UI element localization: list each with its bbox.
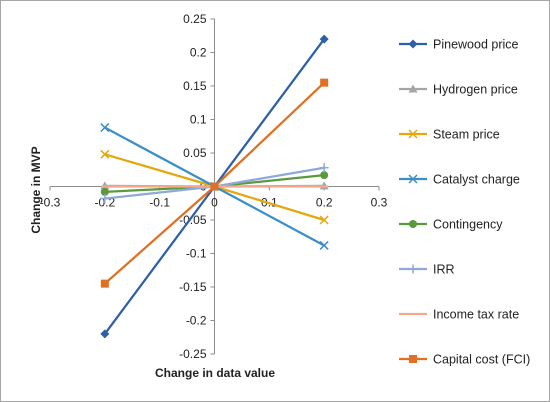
legend-marker — [408, 174, 418, 184]
legend-label: Contingency — [433, 218, 503, 232]
data-point — [319, 240, 329, 250]
data-point — [320, 171, 329, 180]
legend-item-steam-price: Steam price — [399, 128, 500, 142]
legend-marker — [409, 220, 417, 228]
legend-marker — [408, 264, 418, 274]
data-point — [100, 194, 110, 204]
series-group — [100, 34, 329, 339]
legend-label: IRR — [433, 263, 455, 277]
x-tick-label: -0.3 — [40, 196, 61, 210]
y-axis-title: Change in MVP — [29, 146, 43, 233]
x-tick-label: -0.1 — [149, 196, 170, 210]
legend-item-pinewood-price: Pinewood price — [399, 38, 519, 52]
x-tick-label: 0 — [211, 196, 218, 210]
y-tick-label: -0.2 — [186, 314, 207, 328]
legend-item-contingency: Contingency — [399, 218, 503, 232]
legend-item-irr: IRR — [399, 263, 455, 277]
data-point — [100, 279, 109, 288]
y-tick-label: -0.15 — [179, 280, 207, 294]
legend-item-hydrogen-price: Hydrogen price — [399, 83, 518, 97]
data-point — [319, 215, 329, 225]
legend: Pinewood price Hydrogen price Steam price C… — [399, 38, 530, 367]
y-tick-label: 0.1 — [190, 113, 207, 127]
y-tick-label: 0.2 — [190, 46, 207, 60]
legend-label: Hydrogen price — [433, 83, 518, 97]
legend-label: Catalyst charge — [433, 173, 520, 187]
legend-marker — [408, 39, 418, 49]
data-point — [100, 329, 110, 339]
y-tick-label: 0.25 — [183, 12, 207, 26]
legend-marker — [409, 355, 417, 363]
legend-label: Steam price — [433, 128, 500, 142]
legend-item-income-tax-rate: Income tax rate — [399, 308, 519, 322]
legend-label: Income tax rate — [433, 308, 519, 322]
data-point — [100, 123, 110, 133]
data-point — [320, 78, 329, 87]
data-point — [100, 187, 109, 196]
x-tick-label: 0.3 — [371, 196, 388, 210]
y-tick-label: 0.15 — [183, 79, 207, 93]
legend-label: Capital cost (FCI) — [433, 353, 530, 367]
data-point — [319, 34, 329, 44]
legend-item-catalyst-charge: Catalyst charge — [399, 173, 520, 187]
x-axis-title: Change in data value — [155, 366, 275, 380]
data-point — [210, 182, 219, 191]
legend-label: Pinewood price — [433, 38, 519, 52]
y-tick-label: -0.25 — [179, 347, 207, 361]
y-tick-label: 0.05 — [183, 146, 207, 160]
y-tick-label: -0.1 — [186, 247, 207, 261]
legend-marker — [408, 84, 418, 93]
x-tick-label: 0.2 — [316, 196, 333, 210]
data-point — [319, 163, 329, 173]
legend-item-capital-cost-fci: Capital cost (FCI) — [399, 353, 530, 367]
data-point — [100, 149, 110, 159]
series-capital-cost-fci — [100, 78, 329, 288]
legend-marker — [408, 129, 418, 139]
